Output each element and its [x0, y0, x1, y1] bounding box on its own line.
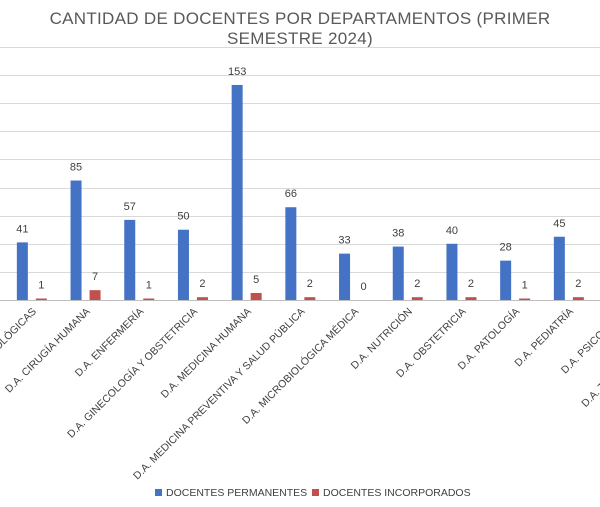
- bar-permanentes: [70, 180, 82, 300]
- legend: DOCENTES PERMANENTES DOCENTES INCORPORADO…: [155, 487, 471, 499]
- bar-permanentes: [16, 242, 28, 300]
- data-label-permanentes: 45: [553, 218, 565, 230]
- bar-incorporados: [572, 297, 584, 300]
- data-label-incorporados: 1: [522, 280, 528, 292]
- data-label-incorporados: 2: [414, 278, 420, 290]
- bar-incorporados: [411, 297, 423, 300]
- data-label-incorporados: 7: [92, 271, 98, 283]
- bar-permanentes: [177, 229, 189, 300]
- bar-permanentes: [124, 219, 136, 300]
- data-label-incorporados: 2: [468, 278, 474, 290]
- bar-permanentes: [553, 236, 565, 300]
- data-label-incorporados: 5: [253, 274, 259, 286]
- bar-incorporados: [250, 292, 262, 300]
- data-label-permanentes: 41: [16, 223, 28, 235]
- bar-incorporados: [35, 298, 47, 300]
- bar-incorporados: [519, 298, 531, 300]
- category-tick-label: D.A. MICROBIOLÓGICA MÉDICA: [239, 305, 361, 427]
- data-label-permanentes: 28: [500, 242, 512, 254]
- bar-permanentes: [446, 243, 458, 300]
- data-label-incorporados: 0: [360, 281, 366, 293]
- bar-incorporados: [465, 297, 477, 300]
- bar-permanentes: [231, 84, 243, 300]
- data-label-incorporados: 2: [199, 278, 205, 290]
- bars: [16, 84, 584, 300]
- data-label-incorporados: 2: [307, 278, 313, 290]
- bar-permanentes: [500, 260, 512, 300]
- grid-lines: [0, 47, 600, 301]
- category-tick-label: D.A. CIRUGÍA HUMANA: [2, 305, 92, 395]
- bar-incorporados: [89, 290, 101, 300]
- data-labels: 41 1 85 7 57 1 50 2 153 5 66 2 33 0 38 2 40 2 28 1 45 2: [16, 66, 581, 293]
- bar-incorporados: [196, 297, 208, 300]
- data-label-permanentes: 33: [338, 235, 350, 247]
- data-label-permanentes: 50: [177, 211, 189, 223]
- data-label-incorporados: 1: [38, 280, 44, 292]
- legend-swatch-incorporados: [312, 489, 319, 496]
- legend-swatch-permanentes: [155, 489, 162, 496]
- data-label-permanentes: 85: [70, 162, 82, 174]
- bar-permanentes: [392, 246, 404, 300]
- bar-permanentes: [339, 253, 351, 300]
- data-label-permanentes: 57: [124, 201, 136, 213]
- legend-label-incorporados: DOCENTES INCORPORADOS: [323, 487, 471, 499]
- chart-title: CANTIDAD DE DOCENTES POR DEPARTAMENTOS (…: [49, 9, 551, 48]
- data-label-permanentes: 66: [285, 188, 297, 200]
- category-tick-label: D.A. MEDICINA HUMANA: [159, 306, 254, 401]
- data-label-permanentes: 38: [392, 228, 404, 240]
- data-label-incorporados: 2: [575, 278, 581, 290]
- data-label-permanentes: 153: [228, 66, 246, 78]
- bar-permanentes: [285, 207, 297, 300]
- bar-incorporados: [143, 298, 155, 300]
- data-label-permanentes: 40: [446, 225, 458, 237]
- legend-label-permanentes: DOCENTES PERMANENTES: [166, 487, 307, 499]
- bar-incorporados: [304, 297, 316, 300]
- data-label-incorporados: 1: [146, 280, 152, 292]
